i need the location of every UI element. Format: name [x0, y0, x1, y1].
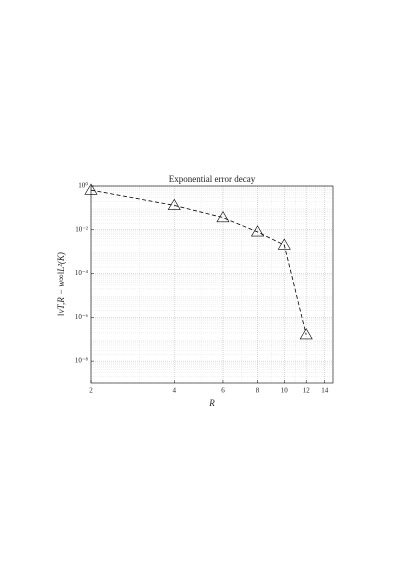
x-tick-label: 8 [256, 387, 260, 395]
marker [216, 211, 230, 223]
plot-frame [90, 185, 334, 384]
y-tick-label: 10⁻⁴ [75, 269, 89, 277]
y-tick-label: 10⁻⁶ [75, 313, 89, 321]
y-axis-label: ‖vT,R − w∞‖L²(K) [56, 252, 66, 316]
x-tick-label: 2 [89, 387, 93, 395]
x-tick-label: 12 [303, 387, 311, 395]
x-tick-label: 4 [173, 387, 177, 395]
marker [299, 328, 313, 340]
marker [84, 183, 98, 195]
marker [277, 238, 291, 250]
x-tick-label: 6 [221, 387, 225, 395]
y-tick-label: 10⁻⁸ [75, 357, 89, 365]
y-tick-label: 10⁻² [75, 225, 88, 233]
x-tick-label: 14 [321, 387, 329, 395]
chart-title: Exponential error decay [169, 174, 256, 184]
marker [250, 225, 265, 237]
x-axis-label: R [208, 398, 215, 408]
y-tick-label: 10⁰ [78, 182, 88, 190]
series-line [90, 189, 307, 335]
x-tick-label: 10 [281, 387, 289, 395]
marker [167, 198, 181, 210]
